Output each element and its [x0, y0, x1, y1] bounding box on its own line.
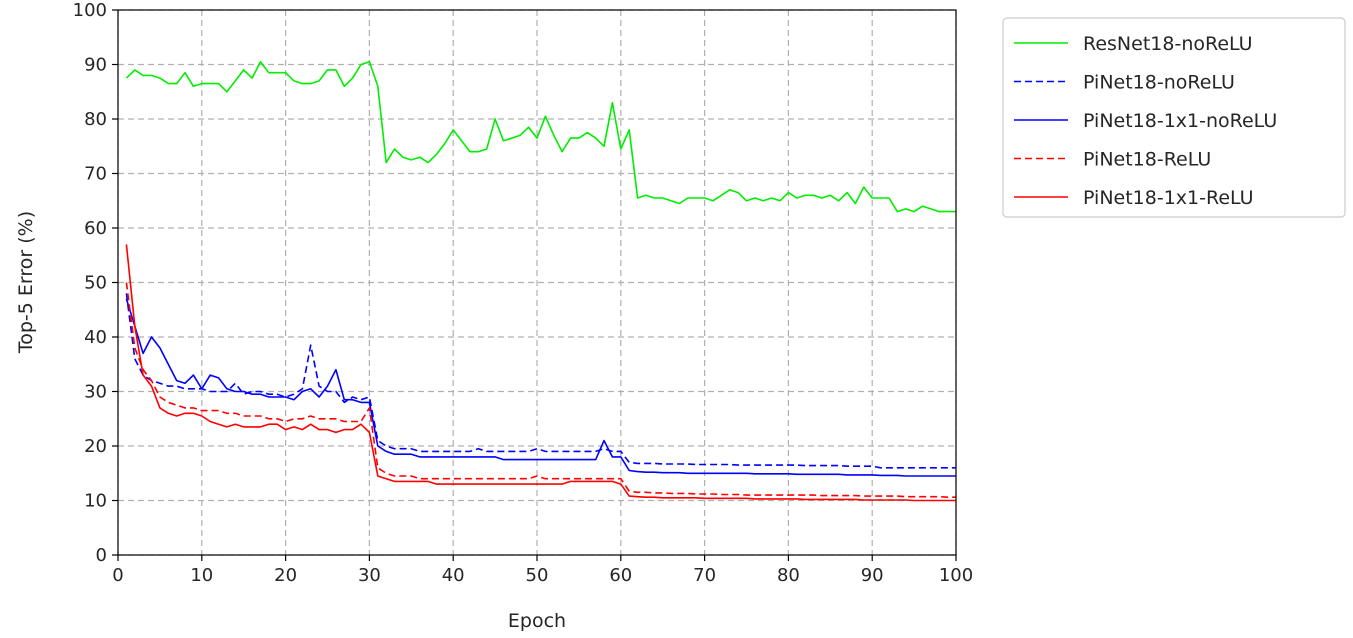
- series-line-pinet18-1x1-norelu: [125, 298, 956, 477]
- ticks: 0 10 20 30 40 50 60 70 80 90 100 0 10 20 30 40 50 60 70 80 9…: [73, 0, 974, 586]
- x-tick-label: 70: [693, 565, 716, 586]
- grid: [117, 9, 957, 556]
- x-tick-label: 80: [777, 565, 800, 586]
- legend-label-resnet18-norelu: ResNet18-noReLU: [1083, 33, 1253, 55]
- x-axis-label: Epoch: [508, 610, 566, 632]
- x-tick-label: 30: [358, 565, 381, 586]
- y-tick-label: 80: [84, 109, 107, 130]
- y-axis-label: Top-5 Error (%): [15, 211, 37, 354]
- y-tick-label: 70: [84, 164, 107, 185]
- y-tick-label: 60: [84, 218, 107, 239]
- y-tick-label: 100: [73, 0, 107, 21]
- x-tick-label: 10: [190, 565, 213, 586]
- y-tick-label: 30: [84, 382, 107, 403]
- y-tick-label: 20: [84, 436, 107, 457]
- legend-label-pinet18-1x1-norelu: PiNet18-1x1-noReLU: [1083, 110, 1277, 132]
- legend-label-pinet18-relu: PiNet18-ReLU: [1083, 149, 1211, 171]
- series-layer: [125, 60, 956, 502]
- y-tick-label: 10: [84, 491, 107, 512]
- legend: ResNet18-noReLU PiNet18-noReLU PiNet18-1x1…: [1002, 17, 1346, 218]
- legend-label-pinet18-1x1-relu: PiNet18-1x1-ReLU: [1083, 187, 1254, 209]
- x-tick-label: 90: [861, 565, 884, 586]
- x-tick-label: 20: [274, 565, 297, 586]
- legend-label-pinet18-norelu: PiNet18-noReLU: [1083, 72, 1235, 94]
- y-tick-label: 40: [84, 327, 107, 348]
- x-tick-label: 40: [442, 565, 465, 586]
- y-tick-label: 0: [96, 545, 107, 566]
- y-tick-label: 90: [84, 55, 107, 76]
- legend-frame: [1002, 17, 1346, 218]
- x-tick-label: 60: [609, 565, 632, 586]
- x-tick-label: 50: [526, 565, 549, 586]
- x-tick-label: 100: [939, 565, 973, 586]
- series-line-pinet18-1x1-relu: [125, 244, 956, 502]
- y-tick-label: 50: [84, 273, 107, 294]
- series-line-resnet18-norelu: [125, 60, 956, 213]
- x-tick-label: 0: [112, 565, 123, 586]
- series-line-pinet18-norelu: [125, 293, 956, 469]
